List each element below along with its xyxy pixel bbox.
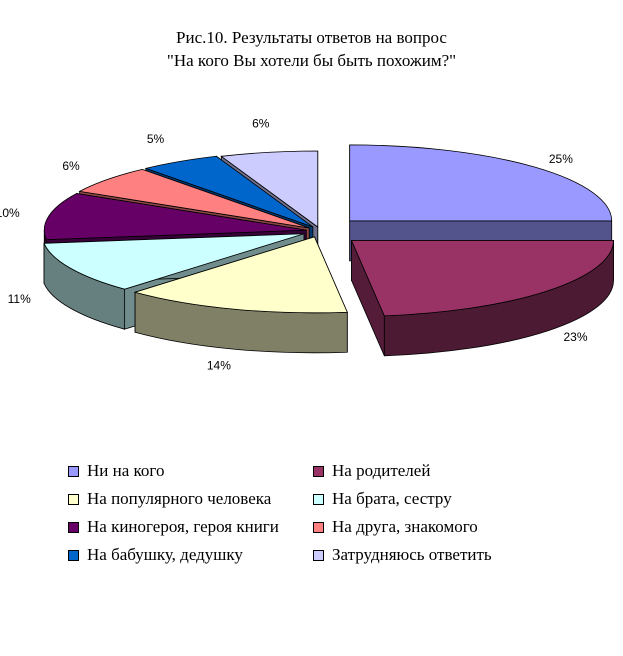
chart-title-line-2: "На кого Вы хотели бы быть похожим?" — [166, 51, 457, 70]
legend-item: На друга, знакомого — [313, 517, 478, 537]
legend-swatch — [313, 549, 324, 561]
legend-swatch — [313, 465, 324, 477]
pie-slice-затрудняюсь-ответить — [220, 150, 319, 228]
data-label: 5% — [147, 132, 165, 146]
pie-slice-на-популярного-человека — [133, 236, 348, 314]
legend-swatch — [68, 549, 79, 561]
pie-slice-на-друга-знакомого — [78, 168, 310, 229]
data-label: 11% — [8, 292, 31, 306]
pie-slice-ни-на-кого — [349, 144, 613, 222]
legend-item: Ни на кого — [68, 461, 164, 481]
legend-label: На родителей — [332, 461, 431, 480]
pie-slice-на-брата-сестру — [43, 233, 305, 290]
legend-label: Ни на кого — [87, 461, 165, 480]
legend-label: На друга, знакомого — [332, 517, 478, 536]
legend-item: На бабушку, дедушку — [68, 545, 243, 565]
chart-title-line-1: Рис.10. Результаты ответов на вопрос — [176, 28, 447, 47]
legend-label: Затрудняюсь ответить — [332, 545, 492, 564]
legend-swatch — [313, 493, 324, 505]
data-label: 25% — [549, 152, 573, 166]
data-label: 23% — [563, 330, 587, 344]
data-label: 6% — [252, 117, 270, 131]
data-label: 14% — [207, 358, 231, 372]
legend-swatch — [68, 521, 79, 533]
legend-item: На популярного человека — [68, 489, 271, 509]
pie-slice-на-родителей — [350, 240, 614, 317]
pie-slice-на-киногероя-героя-книги — [43, 193, 307, 241]
legend-label: На брата, сестру — [332, 489, 452, 508]
data-label: 6% — [62, 159, 80, 173]
legend-label: На бабушку, дедушку — [87, 545, 243, 564]
pie-slice-на-бабушку-дедушку — [144, 155, 314, 228]
legend-label: На популярного человека — [87, 489, 272, 508]
legend-swatch — [313, 521, 324, 533]
data-label: 10% — [0, 206, 20, 220]
legend-label: На киногероя, героя книги — [87, 517, 279, 536]
legend-item: На брата, сестру — [313, 489, 452, 509]
legend-swatch — [68, 493, 79, 505]
legend-item: Затрудняюсь ответить — [313, 545, 492, 565]
legend-item: На родителей — [313, 461, 430, 481]
legend-item: На киногероя, героя книги — [68, 517, 279, 537]
legend-swatch — [68, 465, 79, 477]
